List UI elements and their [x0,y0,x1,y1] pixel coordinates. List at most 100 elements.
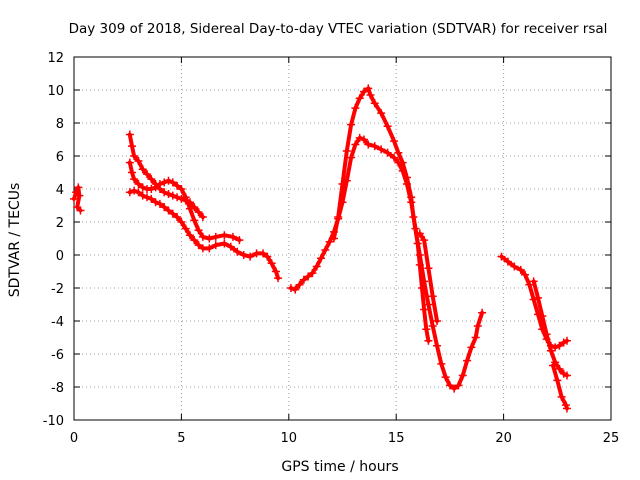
data-point-marker [194,226,203,235]
data-point-marker [377,145,386,154]
data-point-marker [402,173,411,182]
data-point-marker [390,153,399,162]
data-point-marker [370,99,379,108]
series-seg-c [125,158,244,245]
x-tick-label: 5 [177,431,185,446]
data-point-marker [130,152,139,160]
data-point-marker [413,239,422,248]
data-point-marker [274,274,283,283]
series-trace [331,86,431,343]
data-point-marker [553,376,562,385]
data-point-marker [407,193,416,202]
data-point-marker [164,206,173,215]
data-point-marker [291,285,300,294]
data-point-marker [177,185,186,193]
data-series [70,84,571,413]
data-point-marker [409,213,418,222]
data-point-marker [551,343,560,352]
data-point-marker [177,194,186,203]
data-point-marker [415,260,424,269]
data-point-marker [235,236,244,245]
data-point-marker [134,180,143,189]
y-tick-label: -10 [43,414,64,429]
data-point-marker [433,341,442,350]
data-point-marker [325,237,334,246]
data-point-marker [205,234,214,243]
data-point-marker [329,234,338,243]
data-point-marker [445,381,454,390]
data-point-marker [312,262,321,271]
data-point-marker [181,193,190,202]
data-point-marker [562,404,571,413]
data-point-marker [173,181,182,190]
data-point-marker [70,194,78,203]
data-point-marker [463,356,472,365]
data-point-marker [138,183,147,192]
y-tick-label: 6 [56,150,64,165]
data-point-marker [304,272,313,281]
data-point-marker [134,188,143,197]
data-point-marker [355,94,364,103]
data-point-marker [510,262,519,271]
data-point-marker [259,249,268,258]
series-seg-h [497,252,571,352]
y-tick-label: 4 [56,183,64,198]
data-point-marker [370,142,379,151]
data-point-marker [198,232,207,241]
data-point-marker [542,330,551,339]
data-point-marker [125,158,134,167]
data-point-marker [185,231,194,240]
data-point-marker [130,175,139,184]
data-point-marker [263,252,272,261]
data-point-marker [351,104,360,113]
series-seg-d [125,186,283,283]
data-point-marker [555,364,564,373]
data-point-marker [76,206,85,215]
data-point-marker [134,156,143,165]
data-point-marker [441,373,450,382]
data-point-marker [190,216,199,225]
data-point-marker [377,109,386,118]
data-point-marker [422,325,431,334]
data-point-marker [521,270,530,279]
data-point-marker [211,241,220,250]
data-point-marker [321,246,330,255]
y-tick-label: 8 [56,117,64,132]
data-point-marker [198,213,207,222]
data-point-marker [557,392,566,401]
data-point-marker [562,336,571,345]
series-seg-g [415,229,442,325]
data-point-marker [383,122,392,131]
data-point-marker [516,265,525,274]
data-point-marker [546,346,555,355]
series-seg-i [529,277,571,380]
data-point-marker [271,267,280,276]
data-point-marker [359,87,368,96]
data-point-marker [420,305,429,314]
data-point-marker [308,269,317,278]
y-tick-label: -6 [51,348,64,363]
y-tick-label: 12 [47,51,64,66]
data-point-marker [424,336,433,345]
data-point-marker [424,264,433,273]
data-point-marker [143,170,152,179]
data-point-marker [151,183,160,192]
y-tick-label: 10 [47,84,64,99]
data-point-marker [220,239,229,248]
data-point-marker [168,178,177,187]
data-point-marker [398,158,407,167]
data-point-marker [130,186,139,195]
data-point-marker [529,277,538,286]
y-tick-label: -4 [51,315,64,330]
data-point-marker [458,371,467,380]
data-point-marker [160,178,169,187]
data-point-marker [338,180,347,189]
data-point-marker [205,244,214,253]
data-point-marker [428,292,437,301]
data-point-marker [160,203,169,212]
data-point-marker [450,384,459,393]
data-point-marker [220,231,229,240]
data-point-marker [295,280,304,289]
x-tick-label: 0 [70,431,78,446]
plot-frame [73,56,612,421]
